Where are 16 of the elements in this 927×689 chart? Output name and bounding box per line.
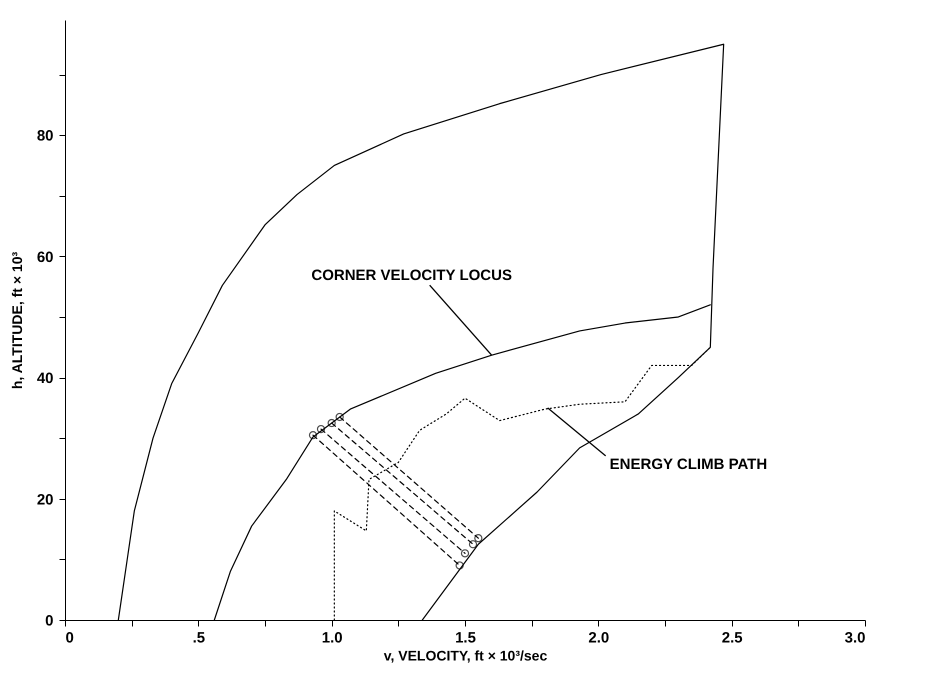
- x-tick-label: 1.5: [455, 630, 476, 646]
- y-axis-title: h, ALTITUDE, ft × 10³: [8, 252, 25, 390]
- y-tick-label: 20: [36, 491, 54, 508]
- x-tick-label: 2.5: [722, 630, 743, 646]
- annotation: ENERGY CLIMB PATH: [610, 456, 768, 473]
- x-tick-label: 2.0: [588, 630, 610, 646]
- annotation: CORNER VELOCITY LOCUS: [311, 267, 512, 284]
- x-tick-label: 1.0: [322, 630, 343, 646]
- y-tick-label: 40: [36, 370, 54, 388]
- x-tick-label: 0: [66, 630, 74, 646]
- y-tick-label: 80: [36, 128, 54, 145]
- x-axis-title: v, VELOCITY, ft × 10³/sec: [384, 648, 548, 664]
- y-tick-label: 0: [45, 612, 54, 630]
- x-tick-label: .5: [192, 630, 206, 646]
- y-tick-label: 60: [36, 248, 54, 266]
- x-tick-label: 3.0: [844, 630, 866, 646]
